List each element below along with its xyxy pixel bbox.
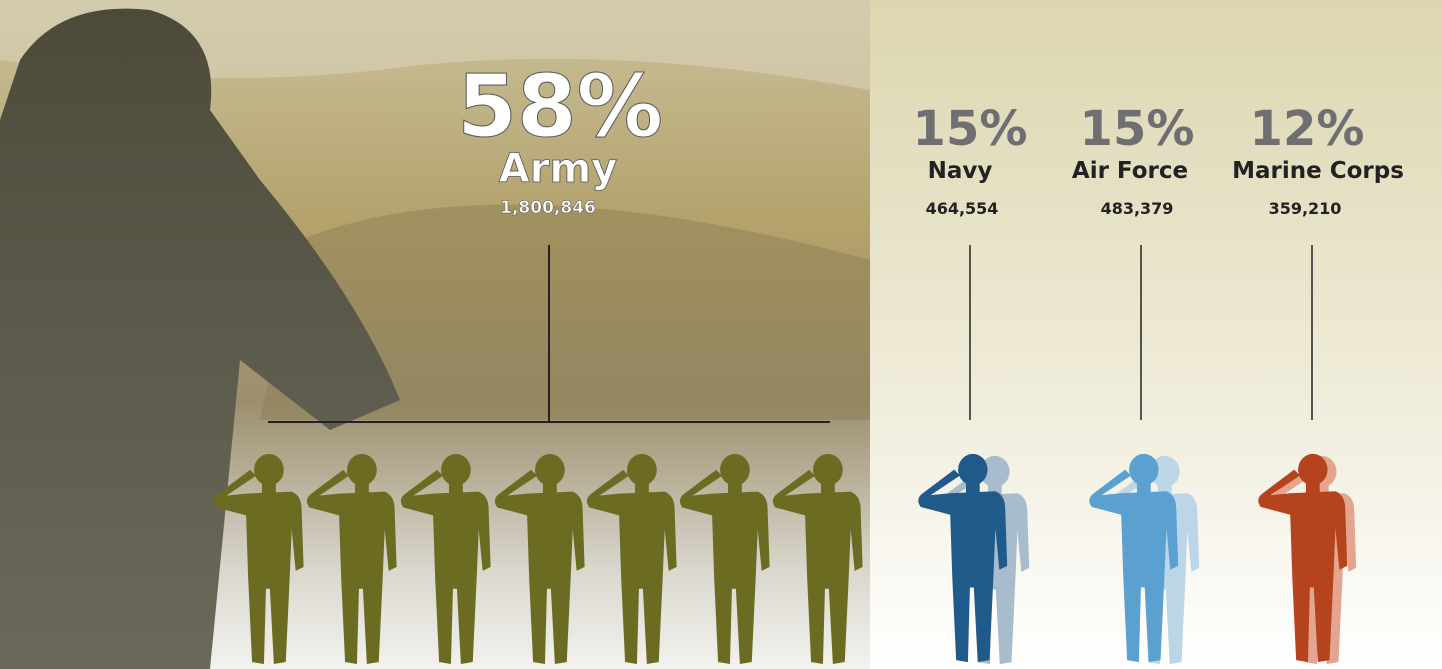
canvas: 58% Army 1,800,846 15% Navy 464,554 15% … [0,0,1442,669]
count: 483,379 [1101,199,1174,218]
count: 1,800,846 [500,198,596,218]
percent: 12% [1250,101,1365,157]
percent: 15% [1080,101,1195,157]
percent: 58% [457,57,663,157]
branch-name: Navy [928,158,993,184]
infographic: 58% Army 1,800,846 15% Navy 464,554 15% … [0,0,1442,669]
percent: 15% [913,101,1028,157]
branch-name: Air Force [1072,158,1188,184]
count: 359,210 [1269,199,1342,218]
branch-name: Marine Corps [1232,158,1404,184]
branch-name: Army [499,146,617,192]
count: 464,554 [926,199,999,218]
